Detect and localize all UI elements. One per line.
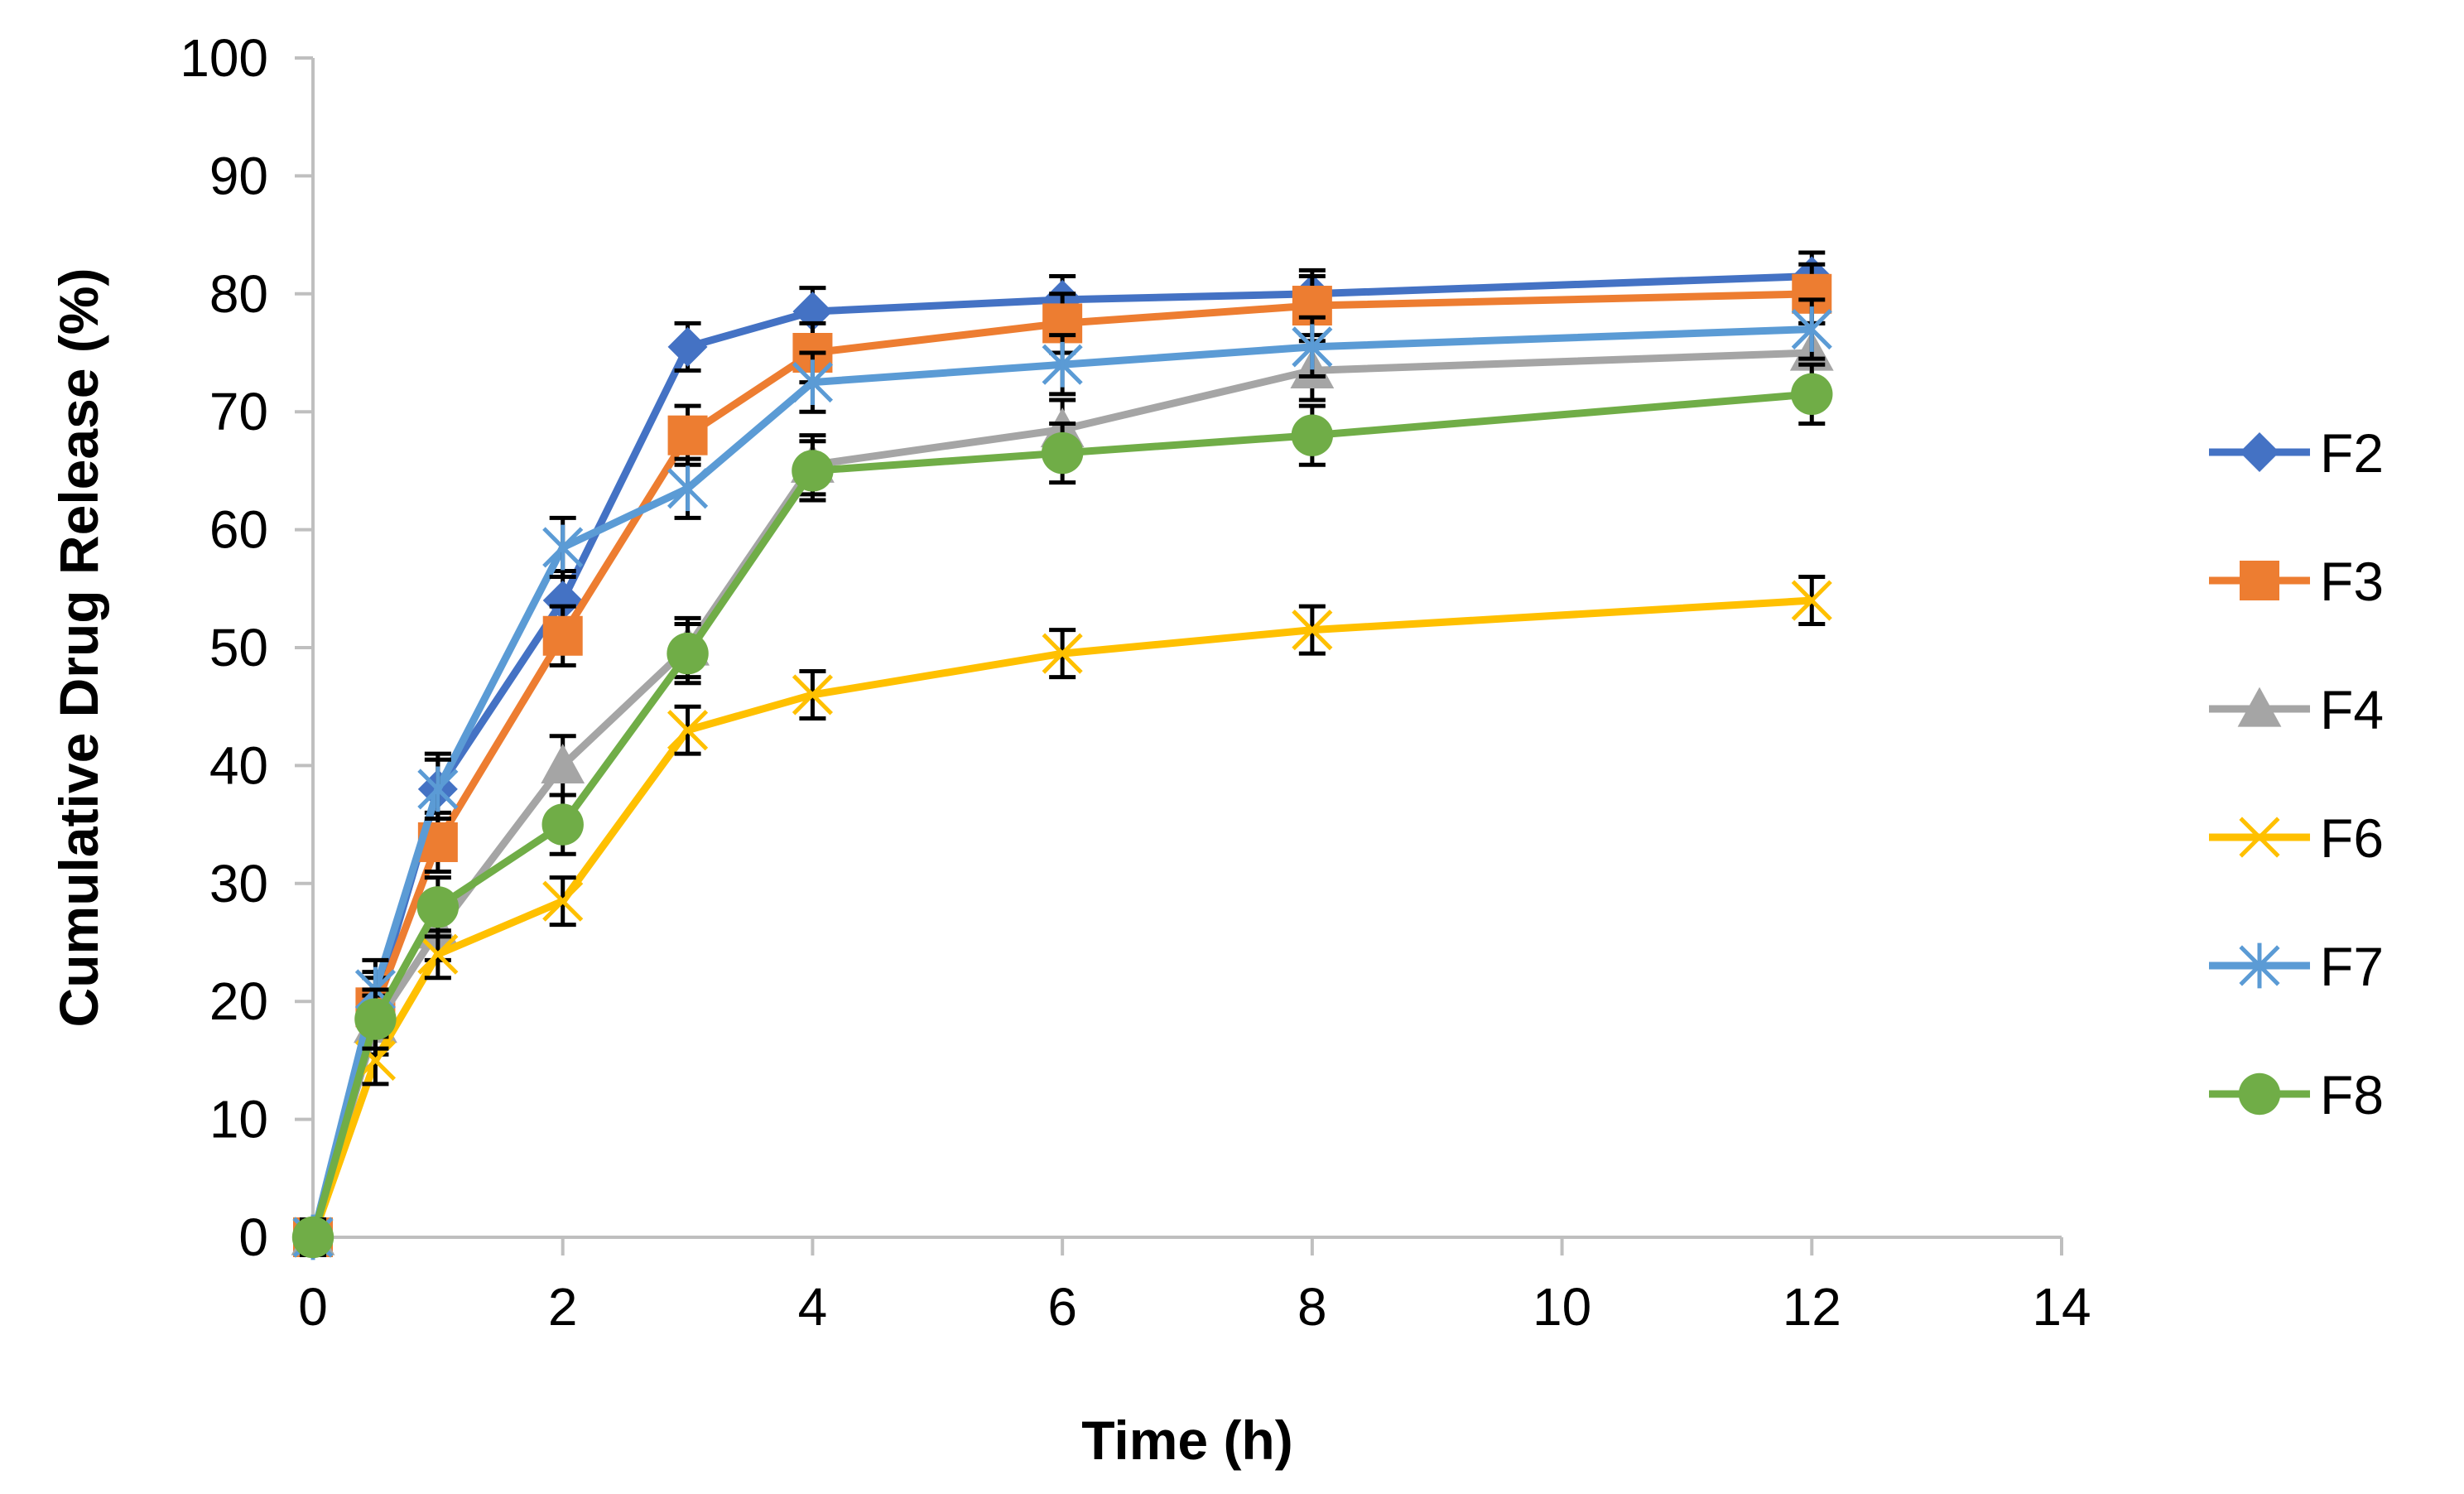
legend-marker-f6 <box>2239 817 2280 858</box>
x-tick-label: 6 <box>1047 1277 1077 1337</box>
data-point-f8 <box>1291 414 1334 456</box>
data-point-f6-stroke <box>1292 610 1333 651</box>
x-tick-label: 8 <box>1297 1277 1327 1337</box>
legend-marker-f2 <box>2240 432 2279 472</box>
data-point-f8 <box>354 998 397 1040</box>
data-point-f6 <box>792 674 833 716</box>
data-point-f6-stroke <box>1042 633 1083 674</box>
y-tick-label: 30 <box>209 854 268 913</box>
data-point-f6-stroke <box>667 710 709 751</box>
data-point-f8 <box>291 1216 334 1259</box>
legend-marker-f3 <box>2240 561 2279 600</box>
y-tick-label: 100 <box>180 28 268 88</box>
legend-label-f4: F4 <box>2320 679 2384 740</box>
x-tick-label: 14 <box>2032 1277 2091 1337</box>
legend-label-f8: F8 <box>2320 1064 2384 1125</box>
legend-item-f3: F3 <box>2209 551 2384 612</box>
axes: 0 2 4 6 8 10 12 14 0 10 20 30 40 50 60 70 80 90 100 Time … <box>48 28 2091 1471</box>
y-tick-label: 10 <box>209 1090 268 1149</box>
data-point-f8 <box>667 632 709 675</box>
data-point-f6-stroke <box>542 880 584 922</box>
data-point-f7 <box>1791 306 1832 352</box>
y-tick-label: 20 <box>209 971 268 1031</box>
data-point-f6 <box>542 880 584 922</box>
legend-label-f7: F7 <box>2320 936 2384 997</box>
data-point-f6 <box>1292 610 1333 651</box>
data-point-f6-stroke <box>417 933 459 975</box>
series-line-f6 <box>309 596 1812 1239</box>
data-point-f7 <box>792 359 833 405</box>
data-point-f6-stroke <box>792 674 833 716</box>
series-line-f8 <box>309 390 1812 1239</box>
legend-marker-f8 <box>2238 1072 2281 1116</box>
x-axis-title: Time (h) <box>1081 1410 1292 1471</box>
data-point-f3 <box>667 415 708 455</box>
legend-item-f4: F4 <box>2209 679 2384 740</box>
data-point-f7 <box>542 524 584 571</box>
y-tick-label: 70 <box>209 382 268 441</box>
data-point-f6 <box>1042 633 1083 674</box>
series-line-f4 <box>309 349 1812 1239</box>
legend-item-f6: F6 <box>2209 807 2384 869</box>
legend-marker-f6-stroke <box>2239 817 2280 858</box>
legend-item-f8: F8 <box>2209 1064 2384 1125</box>
data-point-f8 <box>792 450 834 492</box>
series-f6 <box>292 575 1832 1258</box>
series <box>291 250 1834 1260</box>
data-point-f8 <box>1041 431 1084 475</box>
data-point-f4 <box>541 744 585 783</box>
data-point-f6 <box>1791 580 1832 621</box>
legend-label-f3: F3 <box>2320 551 2384 612</box>
y-ticks: 0 10 20 30 40 50 60 70 80 90 100 <box>180 28 313 1267</box>
y-tick-label: 60 <box>209 500 268 560</box>
data-point-f2 <box>667 326 708 367</box>
x-tick-label: 2 <box>548 1277 578 1337</box>
legend-marker-f7 <box>2239 942 2280 989</box>
x-tick-label: 4 <box>798 1277 828 1337</box>
data-point-f8 <box>541 803 584 846</box>
data-point-f8 <box>1791 373 1833 416</box>
legend-item-f2: F2 <box>2209 422 2384 484</box>
x-tick-label: 0 <box>298 1277 328 1337</box>
data-point-f2 <box>542 581 583 621</box>
y-tick-label: 90 <box>209 146 268 205</box>
y-tick-label: 50 <box>209 618 268 677</box>
legend-label-f6: F6 <box>2320 807 2384 869</box>
legend: F2 F3 F4 F6 F7 F8 <box>2209 422 2384 1125</box>
data-point-f8 <box>416 886 460 928</box>
x-ticks: 0 2 4 6 8 10 12 14 <box>298 1237 2091 1337</box>
data-point-f7 <box>1042 341 1083 388</box>
x-tick-label: 10 <box>1533 1277 1591 1337</box>
legend-marker-f4 <box>2237 687 2282 727</box>
series-f8 <box>291 362 1833 1259</box>
data-point-f6 <box>417 933 459 975</box>
data-point-f7 <box>1292 324 1333 370</box>
data-point-f7 <box>417 766 459 812</box>
legend-item-f7: F7 <box>2209 936 2384 997</box>
legend-label-f2: F2 <box>2320 422 2384 484</box>
data-point-f6-stroke <box>1791 580 1832 621</box>
x-tick-label: 12 <box>1783 1277 1841 1337</box>
y-tick-label: 80 <box>209 264 268 324</box>
data-point-f3 <box>542 615 583 656</box>
y-tick-label: 0 <box>238 1207 268 1267</box>
data-point-f6 <box>667 710 709 751</box>
y-axis-title: Cumulative Drug Release (%) <box>48 268 109 1028</box>
y-tick-label: 40 <box>209 735 268 795</box>
data-point-f7 <box>667 465 709 512</box>
